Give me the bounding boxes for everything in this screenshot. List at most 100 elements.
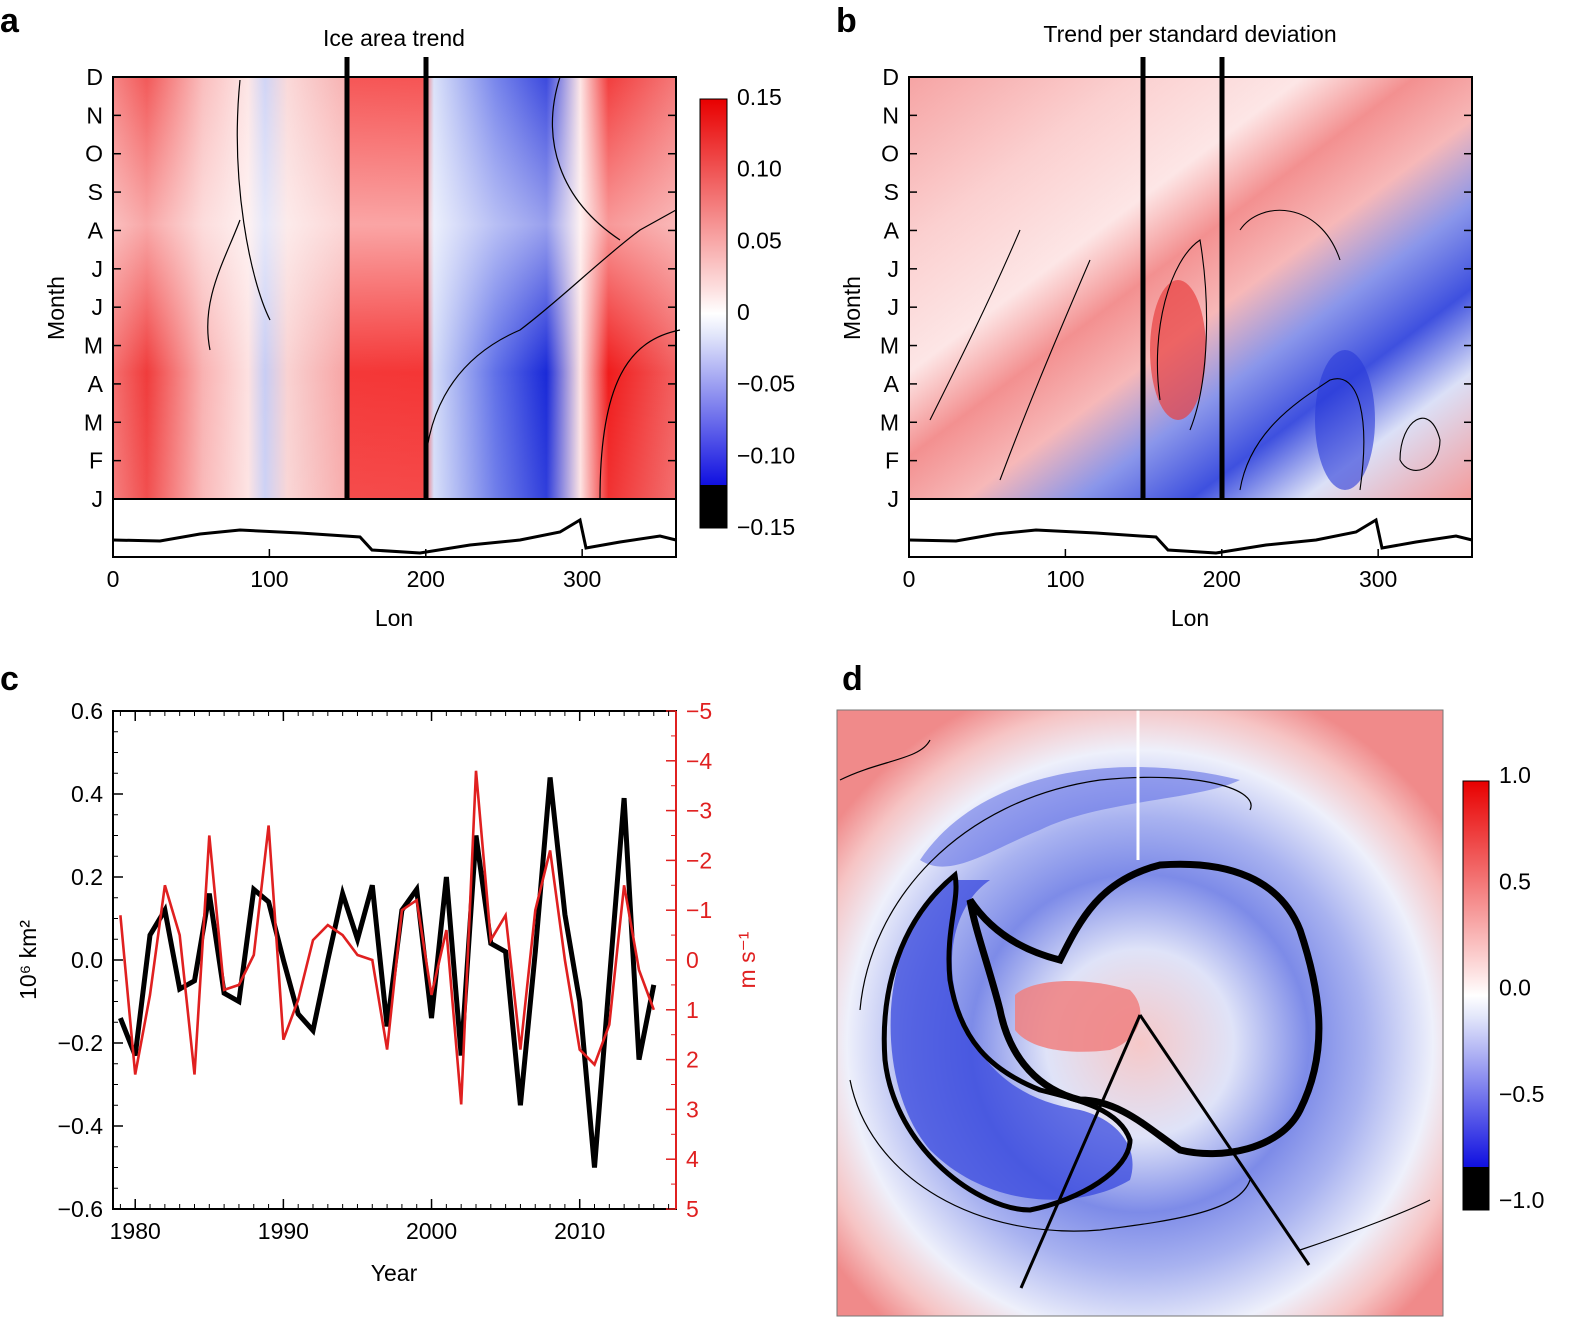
panel-b-month-label: M [880,333,899,359]
panel-b-blue-core [1315,350,1375,490]
panel-c-ytick-right-label: −5 [686,698,712,724]
panel-b-lon-label: 300 [1359,566,1397,592]
panel-a-title: Ice area trend [323,25,465,51]
panel-c-ytick-right-label: 1 [686,997,699,1023]
panel-b-ylabel: Month [839,276,865,340]
panel-a-month-label: J [92,486,104,512]
panel-b-month-label: N [882,102,899,128]
panel-c-ytick-right-label: −2 [686,847,712,873]
panel-b-month-label: O [881,141,899,167]
colorbar-a [699,98,728,529]
panel-c-ytick-left-label: 0.6 [71,698,103,724]
panel-d-label: d [842,660,863,698]
panel-a-month-label: J [92,294,104,320]
panel-c-ytick-right-label: 3 [686,1096,699,1122]
panel-d: d 1.0 0.5 0.0 −0.5 −1.0 [836,660,1544,1317]
panel-a-lon-label: 200 [407,566,445,592]
panel-c-xtick-label: 1980 [110,1218,161,1244]
panel-c-ytick-right-label: 0 [686,947,699,973]
panel-b-coastline [908,517,1473,555]
panel-c-ylabel-left: 10⁶ km² [15,920,41,1000]
panel-d-antarctica-outline [966,860,1323,1158]
panel-c-ytick-right-label: 4 [686,1146,699,1172]
panel-c-ytick-left-label: 0.4 [71,781,103,807]
panel-d-frame [836,709,1444,1317]
panel-c-ytick-right-label: 2 [686,1047,699,1073]
panel-a-lon-axis: 0 100 200 300 [107,549,601,592]
panel-b-month-label: A [884,217,900,243]
panel-b-month-label: J [888,256,900,282]
panel-a-xlabel: Lon [375,605,413,631]
colorbar-a-label: 0.15 [737,84,782,110]
panel-b-lon-axis: 0 100 200 300 [903,549,1397,592]
panel-c-x-axis: 1980 1990 2000 2010 [110,711,670,1244]
panel-a-month-label: S [88,179,103,205]
panel-b-xlabel: Lon [1171,605,1209,631]
panel-a-month-label: M [84,409,103,435]
panel-c-series-ice-area [118,777,657,1168]
panel-b-month-label: M [880,409,899,435]
colorbar-d-label: −0.5 [1499,1081,1544,1107]
panel-c-ytick-right-label: −3 [686,798,712,824]
colorbar-d-label: 1.0 [1499,762,1531,788]
panel-d-red-patch [1015,980,1141,1052]
panel-a-month-label: J [92,256,104,282]
panel-c-ytick-left-label: −0.6 [58,1196,103,1222]
panel-b-lon-label: 0 [903,566,916,592]
panel-c-right-axis: −5 −4 −3 −2 −1 0 1 2 3 4 5 [666,698,712,1222]
panel-c-ylabel-right: m s⁻¹ [734,931,760,988]
panel-c-xtick-label: 1990 [258,1218,309,1244]
panel-c-left-axis: 0.6 0.4 0.2 0.0 −0.2 −0.4 −0.6 [58,698,123,1222]
colorbar-a-labels: 0.15 0.10 0.05 0 −0.05 −0.10 −0.15 [737,84,795,540]
panel-d-blue-arc [920,766,1240,867]
panel-b-lon-label: 200 [1203,566,1241,592]
panel-b-month-label: J [888,486,900,512]
panel-a-lon-label: 100 [250,566,288,592]
panel-c-ytick-right-label: −1 [686,897,712,923]
panel-d-map [837,710,1443,1316]
panel-a-month-label: F [89,448,103,474]
panel-a-heatmap-shading [113,77,676,499]
colorbar-d [1462,780,1490,1211]
panel-b-title: Trend per standard deviation [1043,21,1336,47]
colorbar-d-label: −1.0 [1499,1187,1544,1213]
panel-c-ytick-left-label: 0.0 [71,947,103,973]
colorbar-a-label: 0 [737,299,750,325]
colorbar-d-label: 0.0 [1499,975,1531,1001]
panel-b: b Trend per standard deviation JFMAMJJAS… [836,2,1473,631]
colorbar-a-label: −0.15 [737,514,795,540]
panel-d-ice-edge [881,870,1133,1213]
panel-d-contour [839,739,1431,1251]
panel-a-label: a [0,2,20,40]
panel-d-sector-line-1 [1019,1014,1142,1289]
panel-a-month-label: A [88,217,104,243]
panel-b-month-label: S [884,179,899,205]
panel-a-contour [207,76,681,500]
panel-a-month-label: D [86,64,103,90]
panel-a-lon-label: 0 [107,566,120,592]
panel-c-xlabel: Year [371,1260,418,1286]
panel-a-month-label: O [85,141,103,167]
panel-b-contour [929,209,1441,491]
panel-b-month-label: A [884,371,900,397]
panel-a-coastline [112,517,677,555]
panel-a-month-label: M [84,333,103,359]
colorbar-a-label: −0.10 [737,442,795,468]
panel-b-month-label: D [882,64,899,90]
panel-c-ytick-left-label: −0.4 [58,1113,104,1139]
panel-c-label: c [0,660,19,698]
colorbar-a-label: 0.10 [737,156,782,182]
panel-b-plot-frame [908,76,1473,558]
panel-b-red-core [1150,280,1206,420]
panel-d-sector-line-2 [1138,1014,1311,1266]
panel-c: c 0.6 0.4 0.2 0.0 −0.2 −0.4 −0.6 −5 −4 −3 −2 −1 0 1 2… [0,660,760,1286]
colorbar-d-labels: 1.0 0.5 0.0 −0.5 −1.0 [1499,762,1544,1213]
panel-b-month-label: J [888,294,900,320]
panel-c-xtick-label: 2010 [554,1218,605,1244]
colorbar-d-label: 0.5 [1499,868,1531,894]
panel-c-ytick-right-label: −4 [686,748,712,774]
